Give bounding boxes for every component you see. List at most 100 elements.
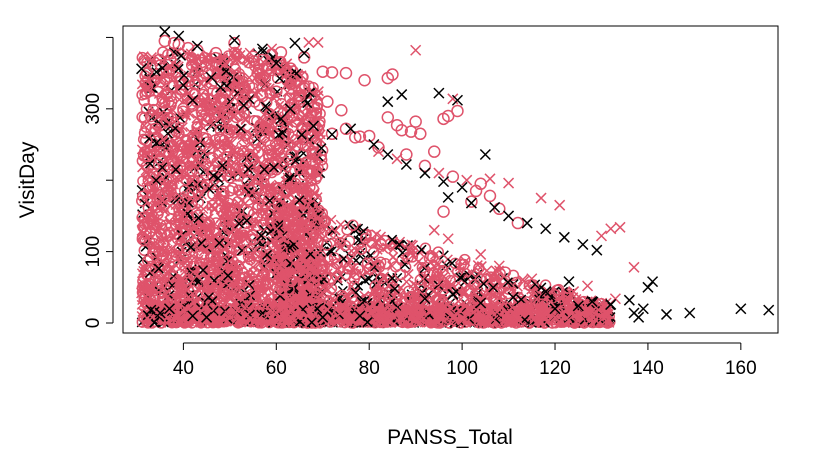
o-marker <box>200 158 212 170</box>
o-marker <box>225 274 238 287</box>
o-marker <box>138 54 150 66</box>
x-marker <box>142 285 153 296</box>
o-marker <box>258 121 271 134</box>
o-marker <box>208 264 220 276</box>
o-marker <box>236 152 248 165</box>
o-marker <box>196 248 208 261</box>
o-marker <box>427 145 441 158</box>
x-marker <box>226 138 237 149</box>
x-marker <box>614 221 626 233</box>
x-marker <box>296 129 307 140</box>
x-marker <box>192 284 203 295</box>
o-marker <box>196 180 208 192</box>
o-marker <box>294 164 306 176</box>
o-marker <box>285 74 298 86</box>
x-marker <box>526 273 538 285</box>
o-marker <box>307 81 319 94</box>
x-marker <box>168 46 179 57</box>
x-marker <box>294 195 305 206</box>
o-marker <box>255 284 267 296</box>
o-marker <box>206 199 219 212</box>
o-marker <box>163 67 175 79</box>
o-marker <box>200 100 213 112</box>
x-marker <box>303 199 314 210</box>
x-marker <box>301 159 312 170</box>
o-marker <box>296 120 309 133</box>
o-marker <box>190 132 203 145</box>
o-marker <box>314 115 326 128</box>
x-marker <box>595 230 608 242</box>
o-marker <box>310 136 322 149</box>
o-marker <box>271 57 283 70</box>
o-marker <box>240 291 253 303</box>
x-marker <box>174 94 185 105</box>
o-marker <box>289 165 301 177</box>
x-marker <box>261 79 272 90</box>
x-marker <box>138 262 149 273</box>
x-marker <box>209 180 220 191</box>
x-marker <box>139 262 150 273</box>
x-marker <box>236 258 247 269</box>
o-marker <box>210 252 222 265</box>
x-marker <box>171 260 182 271</box>
x-marker <box>151 190 162 201</box>
o-marker <box>147 168 159 180</box>
x-marker <box>406 247 417 258</box>
o-marker <box>167 160 180 172</box>
x-marker <box>213 173 224 184</box>
x-marker <box>157 199 168 210</box>
x-marker <box>207 119 218 130</box>
x-marker <box>184 108 195 119</box>
o-marker <box>314 209 327 222</box>
o-marker <box>483 189 497 203</box>
o-marker <box>229 163 242 175</box>
o-marker <box>227 182 239 194</box>
x-marker <box>209 204 220 215</box>
o-marker <box>137 221 149 233</box>
o-marker <box>465 195 478 208</box>
x-marker <box>136 268 147 279</box>
o-marker <box>167 271 180 283</box>
o-marker <box>147 94 159 107</box>
o-marker <box>446 170 460 183</box>
x-marker <box>173 139 184 150</box>
x-marker <box>206 284 218 295</box>
x-marker <box>161 259 172 270</box>
o-marker <box>252 146 265 159</box>
o-marker <box>155 228 168 241</box>
x-marker <box>227 201 238 212</box>
o-marker <box>236 188 248 200</box>
x-marker <box>170 164 181 175</box>
x-marker <box>174 190 185 201</box>
o-marker <box>197 265 209 278</box>
x-marker <box>219 294 230 305</box>
o-marker <box>315 263 327 275</box>
x-marker <box>204 220 215 231</box>
x-marker <box>313 86 324 97</box>
o-marker <box>291 140 304 152</box>
o-marker <box>157 46 169 58</box>
x-marker <box>416 244 427 255</box>
x-marker <box>288 239 299 250</box>
x-marker <box>246 218 257 229</box>
o-marker <box>251 211 263 224</box>
o-marker <box>221 112 233 124</box>
x-marker <box>159 270 170 281</box>
x-marker <box>235 123 246 134</box>
o-marker <box>301 189 313 201</box>
o-marker <box>136 195 148 207</box>
x-marker <box>222 100 233 111</box>
x-marker <box>289 85 301 96</box>
x-marker <box>136 299 147 310</box>
o-marker <box>244 253 257 266</box>
x-marker <box>234 218 245 229</box>
x-marker <box>198 265 209 276</box>
x-marker <box>244 279 255 290</box>
o-marker <box>237 267 249 279</box>
x-marker <box>346 246 357 257</box>
x-marker <box>199 113 210 124</box>
x-marker <box>219 199 230 210</box>
x-marker <box>248 267 259 278</box>
x-marker <box>216 72 227 83</box>
x-marker <box>231 54 242 65</box>
